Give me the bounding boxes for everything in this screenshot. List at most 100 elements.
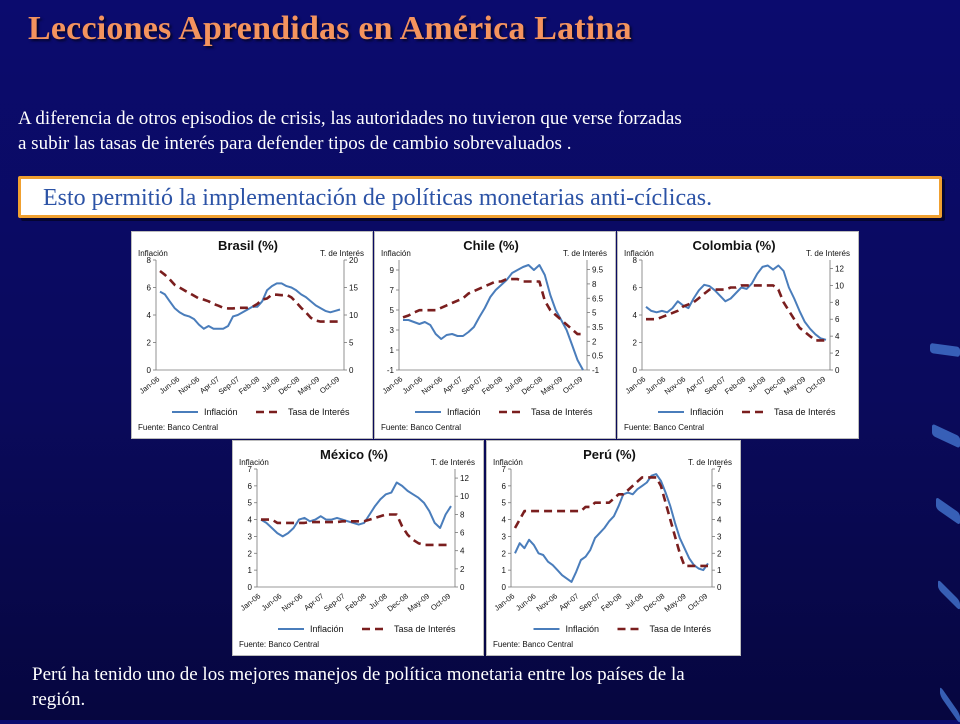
x-tick-label: May-09: [296, 374, 321, 396]
legend-label-inflation: Inflación: [566, 624, 600, 634]
left-tick-label: 8: [147, 256, 152, 265]
x-tick-label: Jun-06: [260, 591, 284, 612]
left-tick-label: 4: [502, 516, 507, 525]
right-tick-label: 6.5: [592, 294, 604, 303]
chart-svg: México (%)Inflación T. de Interés01234567…: [239, 447, 475, 649]
x-tick-label: Sep-07: [322, 591, 347, 613]
right-tick-label: 6: [717, 482, 722, 491]
right-tick-label: 8: [460, 510, 465, 519]
x-tick-label: May-09: [663, 591, 688, 613]
x-tick-label: Jan-06: [624, 374, 648, 395]
left-tick-label: 6: [502, 482, 507, 491]
series-line-rate: [513, 476, 708, 568]
right-tick-label: 4: [835, 332, 840, 341]
x-tick-label: Feb-08: [723, 374, 747, 396]
right-tick-label: 9.5: [592, 266, 604, 275]
chart-svg: Colombia (%) Inflación T. de Interés 0 2 4 6 8 0…: [624, 238, 850, 432]
legend-label-inflation: Inflación: [690, 407, 724, 417]
left-axis-label: Inflación: [138, 249, 168, 258]
chart-peru: Perú (%) Inflación T. de Interés 0 1 2 3 4 5 6 7 0 1…: [486, 440, 741, 656]
x-tick-label: Oct-09: [429, 591, 452, 612]
chart-title: México (%): [320, 447, 388, 462]
left-tick-label: 1: [248, 566, 253, 575]
chart-svg: Brasil (%) Inflación T. de Interés 0 2 4 6 8 0 5 1…: [138, 238, 364, 432]
chart-title: Colombia (%): [692, 238, 775, 253]
left-tick-label: 6: [147, 284, 152, 293]
left-tick-label: 2: [633, 339, 638, 348]
left-tick-label: 3: [502, 532, 507, 541]
decorative-stripe: [938, 579, 960, 611]
footer-text: Perú ha tenido uno de los mejores manejo…: [32, 662, 952, 712]
decorative-stripe: [930, 342, 960, 358]
left-tick-label: 9: [390, 266, 395, 275]
chart-colombia: Colombia (%) Inflación T. de Interés 0 2 4 6 8 0…: [617, 231, 859, 439]
legend-label-rate: Tasa de Interés: [650, 624, 712, 634]
right-tick-label: 3.5: [592, 323, 604, 332]
x-tick-label: Nov-06: [420, 374, 445, 396]
decorative-stripe: [936, 496, 960, 526]
legend-label-inflation: Inflación: [310, 624, 344, 634]
right-tick-label: 7: [717, 465, 722, 474]
x-tick-label: Nov-06: [535, 591, 560, 613]
left-tick-label: 2: [502, 549, 507, 558]
chart-mexico: México (%) Inflación T. de Interés 0 1 2 3 4 5 6 7…: [232, 440, 484, 656]
left-tick-label: 6: [633, 284, 638, 293]
intro-line-2: a subir las tasas de interés para defend…: [18, 133, 572, 154]
right-tick-label: 6: [835, 315, 840, 324]
chart-brasil: Brasil (%) Inflación T. de Interés 0 2 4 6 8 0 5 1…: [131, 231, 373, 439]
right-tick-label: 0: [835, 366, 840, 375]
x-tick-label: May-09: [406, 591, 431, 613]
series-line-rate: [646, 284, 826, 342]
right-tick-label: 6: [460, 529, 465, 538]
x-tick-label: Sep-07: [460, 374, 485, 396]
left-tick-label: 7: [502, 465, 507, 474]
left-axis-label: Inflación: [239, 458, 269, 467]
left-tick-label: -1: [387, 366, 395, 375]
right-tick-label: 20: [349, 256, 358, 265]
left-tick-label: 0: [147, 366, 152, 375]
x-tick-label: Jan-06: [493, 591, 517, 612]
right-tick-label: 5: [717, 499, 722, 508]
x-tick-label: Nov-06: [177, 374, 202, 396]
right-tick-label: 4: [460, 547, 465, 556]
chart-svg: Perú (%) Inflación T. de Interés 0 1 2 3 4 5 6 7 0 1…: [493, 447, 732, 649]
x-tick-label: Feb-08: [344, 591, 368, 613]
right-tick-label: 0: [717, 583, 722, 592]
chart-title: Chile (%): [463, 238, 519, 253]
right-tick-label: 5: [349, 339, 354, 348]
legend-label-inflation: Inflación: [447, 407, 481, 417]
x-tick-label: Oct-09: [686, 591, 709, 612]
x-tick-label: Jun-06: [644, 374, 668, 395]
left-tick-label: 4: [633, 311, 638, 320]
right-axis-label: T. de Interés: [563, 249, 607, 258]
legend-label-rate: Tasa de Interés: [288, 407, 350, 417]
x-tick-label: Jun-06: [401, 374, 425, 395]
legend-label-rate: Tasa de Interés: [394, 624, 456, 634]
left-tick-label: 0: [502, 583, 507, 592]
series-line-inflation: [514, 473, 709, 583]
legend-label-inflation: Inflación: [204, 407, 238, 417]
chart-title: Perú (%): [583, 447, 636, 462]
left-axis-label: Inflación: [624, 249, 654, 258]
x-tick-label: Jan-06: [381, 374, 405, 395]
x-tick-label: Apr-07: [557, 591, 580, 612]
right-axis-label: T. de Interés: [688, 458, 732, 467]
left-tick-label: 1: [502, 566, 507, 575]
right-tick-label: 15: [349, 284, 358, 293]
left-tick-label: 0: [248, 583, 253, 592]
right-tick-label: 2: [460, 565, 465, 574]
x-tick-label: May-09: [782, 374, 807, 396]
right-tick-label: 12: [460, 474, 469, 483]
x-tick-label: May-09: [539, 374, 564, 396]
x-tick-label: Jan-06: [138, 374, 162, 395]
left-axis-label: Inflación: [381, 249, 411, 258]
left-tick-label: 3: [248, 532, 253, 541]
right-axis-label: T. de Interés: [431, 458, 475, 467]
intro-text: A diferencia de otros episodios de crisi…: [18, 106, 958, 156]
chart-source: Fuente: Banco Central: [624, 423, 704, 432]
right-tick-label: -1: [592, 366, 600, 375]
chart-source: Fuente: Banco Central: [239, 640, 319, 649]
left-tick-label: 6: [248, 482, 253, 491]
series-line-inflation: [260, 481, 452, 538]
left-tick-label: 0: [633, 366, 638, 375]
